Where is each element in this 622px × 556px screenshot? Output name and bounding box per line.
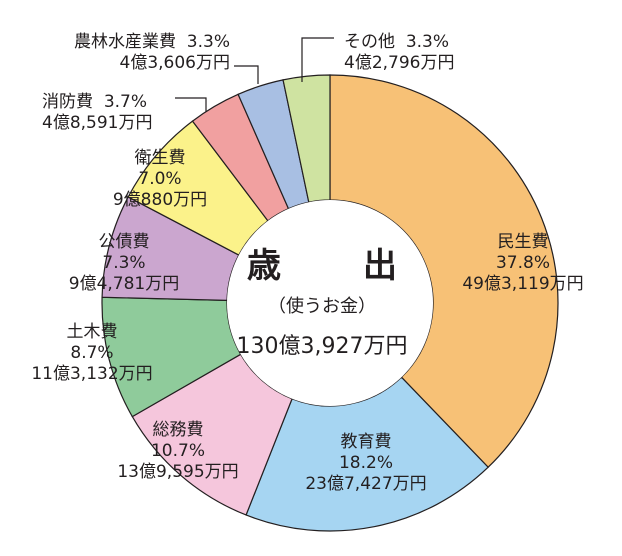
slice-amount: 9億880万円	[112, 190, 208, 210]
slice-label-sonota: その他 3.3% 4億2,796万円	[344, 32, 454, 74]
slice-name: 消防費	[42, 92, 93, 112]
slice-amount: 13億9,595万円	[117, 462, 239, 482]
slice-percent: 3.3%	[405, 32, 450, 52]
slice-percent: 10.7%	[150, 441, 205, 461]
slice-percent: 7.3%	[102, 253, 146, 273]
slice-amount: 49億3,119万円	[462, 274, 584, 294]
slice-name: その他	[344, 32, 395, 52]
slice-percent: 37.8%	[495, 253, 550, 273]
chart-total: 130億3,927万円	[236, 334, 408, 359]
slice-percent: 3.7%	[103, 92, 148, 112]
slice-label-doboku: 土木費 8.7% 11億3,132万円	[31, 322, 152, 385]
leader-line-nourin	[234, 65, 259, 84]
slice-percent: 8.7%	[70, 343, 114, 363]
slice-name-percent: 消防費 3.7%	[42, 92, 152, 113]
slice-amount: 4億3,606万円	[119, 53, 230, 73]
slice-name: 民生費	[497, 232, 549, 252]
slice-name: 土木費	[66, 322, 118, 342]
slice-name: 農林水産業費	[73, 32, 176, 52]
slice-amount: 11億3,132万円	[31, 364, 153, 384]
slice-label-kousai: 公債費 7.3% 9億4,781万円	[69, 232, 179, 295]
slice-percent: 3.3%	[186, 32, 230, 52]
leader-line-sonota	[301, 37, 334, 82]
slice-name: 公債費	[98, 232, 150, 252]
slice-label-shoubou: 消防費 3.7% 4億8,591万円	[42, 92, 152, 134]
slice-label-kyouiku: 教育費 18.2% 23億7,427万円	[305, 432, 426, 495]
slice-percent: 18.2%	[338, 453, 393, 473]
slice-name: 衛生費	[134, 148, 186, 168]
slice-label-eisei: 衛生費 7.0% 9億880万円	[113, 148, 207, 211]
slice-amount: 4億8,591万円	[42, 113, 153, 133]
slice-percent: 7.0%	[138, 169, 182, 189]
slice-label-minsei: 民生費 37.8% 49億3,119万円	[462, 232, 583, 295]
slice-name-percent: その他 3.3%	[344, 32, 454, 53]
leader-line-shoubou	[175, 97, 207, 112]
chart-title: 歳 出	[247, 246, 421, 286]
chart-subtitle: （使うお金）	[268, 296, 376, 317]
slice-name: 総務費	[152, 420, 204, 440]
slice-label-soumu: 総務費 10.7% 13億9,595万円	[117, 420, 238, 483]
slice-name: 教育費	[340, 432, 392, 452]
slice-label-nourin: 農林水産業費 3.3% 4億3,606万円	[74, 32, 230, 74]
slice-amount: 9億4,781万円	[68, 274, 180, 294]
donut-hole	[227, 200, 433, 406]
slice-amount: 4億2,796万円	[344, 53, 455, 73]
slice-amount: 23億7,427万円	[305, 474, 427, 494]
slice-name-percent: 農林水産業費 3.3%	[74, 32, 230, 53]
